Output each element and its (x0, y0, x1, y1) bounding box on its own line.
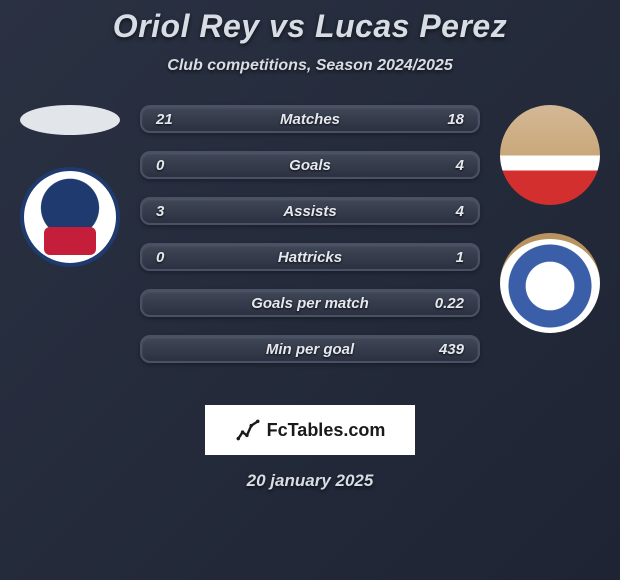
left-player-avatar (20, 105, 120, 135)
stat-left-value: 0 (156, 157, 164, 174)
stat-right-value: 4 (456, 203, 464, 220)
left-club-badge (20, 167, 120, 267)
left-avatars-column (20, 105, 120, 295)
stat-right-value: 18 (447, 111, 464, 128)
branding-text: FcTables.com (267, 420, 386, 441)
stat-right-value: 0.22 (435, 295, 464, 312)
right-club-badge (500, 233, 600, 333)
stat-label: Matches (280, 111, 340, 128)
right-avatars-column (500, 105, 600, 361)
stat-label: Min per goal (266, 341, 354, 358)
stat-right-value: 4 (456, 157, 464, 174)
stat-right-value: 439 (439, 341, 464, 358)
comparison-subtitle: Club competitions, Season 2024/2025 (0, 57, 620, 75)
stat-row-goals-per-match: Goals per match 0.22 (140, 289, 480, 317)
stat-row-hattricks: 0 Hattricks 1 (140, 243, 480, 271)
stat-left-value: 21 (156, 111, 173, 128)
stat-label: Hattricks (278, 249, 342, 266)
stat-row-min-per-goal: Min per goal 439 (140, 335, 480, 363)
stat-bars: 21 Matches 18 0 Goals 4 3 Assists 4 0 Ha… (140, 105, 480, 381)
branding-badge: FcTables.com (205, 405, 415, 455)
right-player-avatar (500, 105, 600, 205)
chart-icon (235, 417, 261, 443)
stat-label: Assists (283, 203, 336, 220)
stat-left-value: 0 (156, 249, 164, 266)
stat-row-matches: 21 Matches 18 (140, 105, 480, 133)
comparison-title: Oriol Rey vs Lucas Perez (0, 0, 620, 45)
stat-row-goals: 0 Goals 4 (140, 151, 480, 179)
stat-left-value: 3 (156, 203, 164, 220)
stat-right-value: 1 (456, 249, 464, 266)
comparison-content: 21 Matches 18 0 Goals 4 3 Assists 4 0 Ha… (20, 105, 600, 385)
stat-label: Goals (289, 157, 331, 174)
stat-label: Goals per match (251, 295, 369, 312)
stat-row-assists: 3 Assists 4 (140, 197, 480, 225)
comparison-date: 20 january 2025 (0, 471, 620, 491)
